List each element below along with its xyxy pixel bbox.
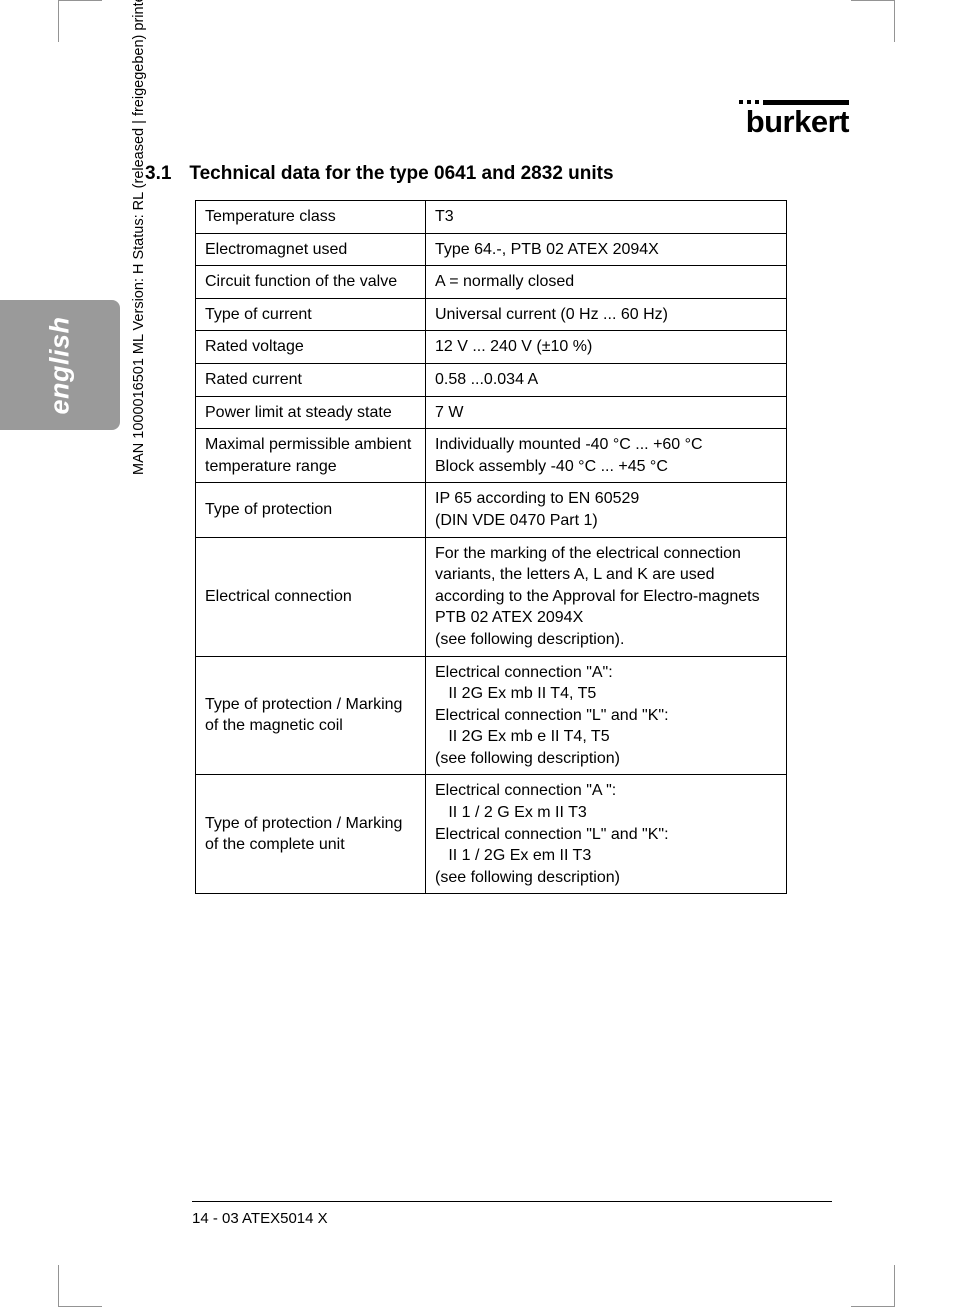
footer-text: 14 - 03 ATEX5014 X — [192, 1210, 328, 1227]
row-label: Type of current — [196, 298, 426, 331]
row-value: 12 V ... 240 V (±10 %) — [426, 331, 787, 364]
section-number: 3.1 — [145, 163, 171, 185]
table-row: Electrical connectionFor the marking of … — [196, 537, 787, 656]
row-value: A = normally closed — [426, 266, 787, 299]
row-value: 0.58 ...0.034 A — [426, 363, 787, 396]
logo-text: burkert — [746, 104, 849, 140]
row-value: Universal current (0 Hz ... 60 Hz) — [426, 298, 787, 331]
row-label: Type of protection / Marking of the comp… — [196, 775, 426, 894]
document-meta: MAN 1000016501 ML Version: H Status: RL … — [131, 0, 147, 475]
table-row: Power limit at steady state7 W — [196, 396, 787, 429]
row-value: 7 W — [426, 396, 787, 429]
crop-mark — [39, 0, 59, 42]
row-value: For the marking of the electrical connec… — [426, 537, 787, 656]
row-label: Rated current — [196, 363, 426, 396]
row-value: Electrical connection "A ": II 1 / 2 G E… — [426, 775, 787, 894]
row-value: Individually mounted -40 °C ... +60 °CBl… — [426, 429, 787, 483]
row-label: Power limit at steady state — [196, 396, 426, 429]
table-row: Maximal permissible ambient temperature … — [196, 429, 787, 483]
burkert-logo: burkert — [709, 100, 849, 140]
section-header: 3.1 Technical data for the type 0641 and… — [195, 163, 835, 185]
table-row: Type of protection / Marking of the magn… — [196, 656, 787, 775]
table-row: Rated voltage12 V ... 240 V (±10 %) — [196, 331, 787, 364]
crop-mark — [39, 1265, 59, 1307]
table-row: Type of protectionIP 65 according to EN … — [196, 483, 787, 537]
row-value: IP 65 according to EN 60529(DIN VDE 0470… — [426, 483, 787, 537]
table-row: Temperature classT3 — [196, 201, 787, 234]
table-row: Electromagnet usedType 64.-, PTB 02 ATEX… — [196, 233, 787, 266]
footer-separator — [192, 1201, 832, 1202]
table-row: Rated current0.58 ...0.034 A — [196, 363, 787, 396]
table-row: Type of currentUniversal current (0 Hz .… — [196, 298, 787, 331]
language-tab: english — [0, 300, 120, 430]
row-label: Electromagnet used — [196, 233, 426, 266]
language-label: english — [44, 316, 75, 414]
technical-data-table: Temperature classT3Electromagnet usedTyp… — [195, 200, 787, 894]
row-label: Circuit function of the valve — [196, 266, 426, 299]
row-label: Electrical connection — [196, 537, 426, 656]
row-value: T3 — [426, 201, 787, 234]
crop-mark — [894, 0, 914, 42]
row-value: Type 64.-, PTB 02 ATEX 2094X — [426, 233, 787, 266]
row-label: Rated voltage — [196, 331, 426, 364]
table-row: Circuit function of the valveA = normall… — [196, 266, 787, 299]
table-row: Type of protection / Marking of the comp… — [196, 775, 787, 894]
row-label: Temperature class — [196, 201, 426, 234]
row-label: Maximal permissible ambient temperature … — [196, 429, 426, 483]
crop-mark — [894, 1265, 914, 1307]
row-label: Type of protection — [196, 483, 426, 537]
row-label: Type of protection / Marking of the magn… — [196, 656, 426, 775]
row-value: Electrical connection "A": II 2G Ex mb I… — [426, 656, 787, 775]
section-title: Technical data for the type 0641 and 283… — [189, 163, 613, 185]
